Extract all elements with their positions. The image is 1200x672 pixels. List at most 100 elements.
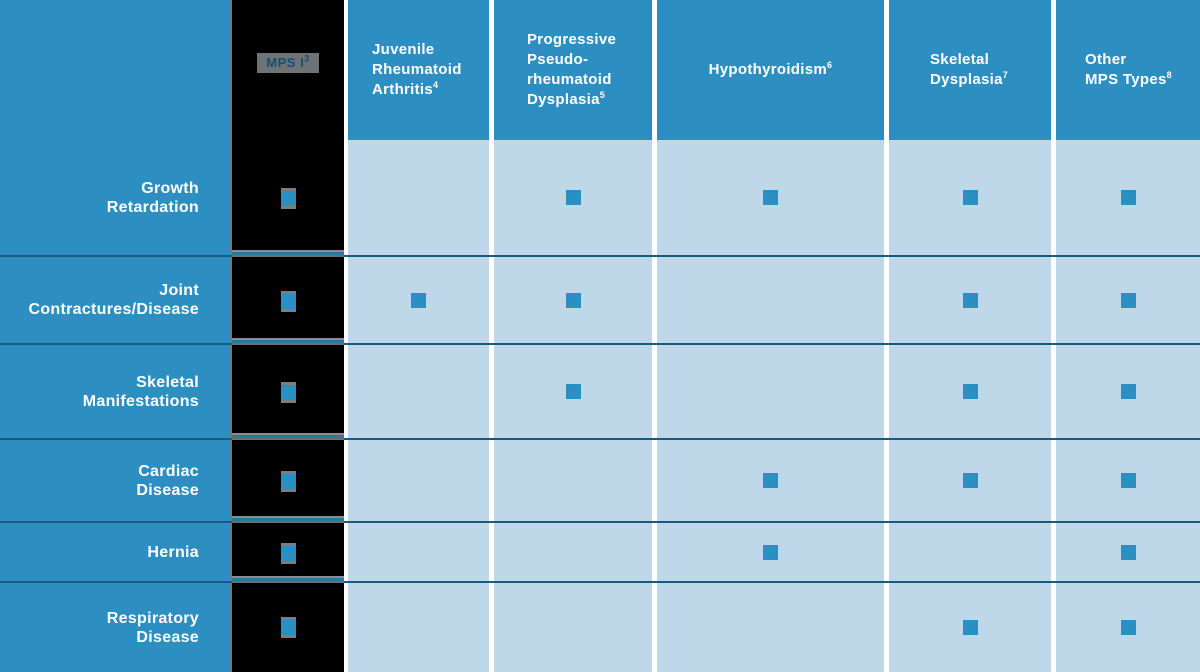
row-label-text-cardiac_disease: Cardiac Disease [0,462,199,500]
cell-cardiac_disease-skeletal_dysplasia [889,440,1051,523]
column-gap [652,0,657,140]
check-square-icon [280,474,296,489]
cell-cardiac_disease-hypothyroidism [657,440,884,523]
header-line-text: Progressive [527,31,617,48]
header-line: Progressive [527,30,652,50]
check-square-icon [1120,292,1136,308]
check-square-icon [1120,620,1136,635]
brand-chip: MPS I3 [257,53,319,73]
column-gap [884,140,889,257]
cell-respiratory_disease-other_mps [1056,583,1200,672]
row-label-line: Growth [0,179,199,198]
check-square-backing [280,290,296,312]
cell-joint_contractures_disease-mps_i [232,257,344,345]
column-header-text-skeletal_dysplasia: Skeletal Dysplasia7 [930,50,1051,90]
column-divider [229,440,232,523]
header-line: Hypothyroidism6 [657,60,884,80]
column-gap [344,345,348,440]
cell-growth_retardation-jra [348,140,489,257]
column-gap [1051,0,1056,140]
column-divider [229,140,232,257]
cell-skeletal_manifestations-other_mps [1056,345,1200,440]
cell-skeletal_manifestations-mps_i [232,345,344,440]
column-gap [489,0,494,140]
column-header-hypothyroidism: Hypothyroidism6 [657,0,884,140]
cell-cardiac_disease-ppd [494,440,652,523]
row-label-line: Disease [0,481,199,500]
column-gap [652,345,657,440]
header-line: Arthritis4 [372,80,489,100]
row-label-text-growth_retardation: Growth Retardation [0,179,199,217]
cell-hernia-ppd [494,523,652,583]
header-line: Rheumatoid [372,60,489,80]
row-label-skeletal_manifestations: Skeletal Manifestations [0,345,229,440]
column-gap [344,0,348,140]
header-line: Pseudo- [527,50,652,70]
column-gap [884,583,889,672]
cell-growth_retardation-mps_i [232,140,344,257]
row-label-hernia: Hernia [0,523,229,583]
header-line: MPS Types8 [1085,70,1200,90]
column-gap [652,583,657,672]
header-line-text: rheumatoid [527,71,612,88]
check-square-icon [565,190,581,205]
header-superscript: 4 [433,80,439,90]
column-header-jra: Juvenile Rheumatoid Arthritis4 [348,0,489,140]
check-square-icon [1120,544,1136,560]
cell-hernia-hypothyroidism [657,523,884,583]
column-divider [229,345,232,440]
check-square-backing [280,382,296,403]
row-label-line-text: Disease [136,481,199,499]
row-label-line-text: Joint [159,282,199,299]
column-gap [652,140,657,257]
column-header-skeletal_dysplasia: Skeletal Dysplasia7 [889,0,1051,140]
check-square-icon [962,292,978,308]
row-label-line: Retardation [0,198,199,217]
header-line: Juvenile [372,40,489,60]
header-line: Skeletal [930,50,1051,70]
row-label-line: Disease [0,628,199,647]
row-label-text-joint_contractures_disease: Joint Contractures/Disease [0,281,199,319]
cell-cardiac_disease-other_mps [1056,440,1200,523]
cell-skeletal_manifestations-hypothyroidism [657,345,884,440]
row-label-line-text: Growth [141,179,199,197]
check-square-icon [280,385,296,400]
row-label-joint_contractures_disease: Joint Contractures/Disease [0,257,229,345]
check-square-backing [280,471,296,492]
row-label-line-text: Manifestations [82,392,199,410]
column-gap [1051,140,1056,257]
column-gap [884,257,889,345]
row-label-line-text: Cardiac [138,462,199,480]
cell-respiratory_disease-skeletal_dysplasia [889,583,1051,672]
column-header-ppd: Progressive Pseudo-rheumatoid Dysplasia5 [494,0,652,140]
column-gap [489,440,494,523]
check-square-icon [763,190,778,205]
column-header-text-ppd: Progressive Pseudo-rheumatoid Dysplasia5 [527,30,652,110]
cell-hernia-mps_i [232,523,344,583]
cell-skeletal_manifestations-jra [348,345,489,440]
row-label-line-text: Retardation [106,198,199,216]
row-label-line: Manifestations [0,392,199,411]
column-divider [229,583,232,672]
cell-cardiac_disease-jra [348,440,489,523]
row-label-growth_retardation: Growth Retardation [0,140,229,257]
cell-growth_retardation-ppd [494,140,652,257]
check-square-icon [565,292,581,308]
check-square-backing [280,188,296,209]
cell-skeletal_manifestations-skeletal_dysplasia [889,345,1051,440]
row-label-line: Cardiac [0,462,199,481]
header-line: Dysplasia7 [930,70,1051,90]
header-line: Other [1085,50,1200,70]
cell-joint_contractures_disease-other_mps [1056,257,1200,345]
header-line-text: Dysplasia [527,91,600,108]
check-square-backing [280,617,296,638]
column-divider [229,523,232,583]
column-gap [344,523,348,583]
brand-column-row-separator [232,433,344,440]
brand-column-row-separator [232,516,344,523]
column-header-text-jra: Juvenile Rheumatoid Arthritis4 [372,40,489,100]
header-line-text: Rheumatoid [372,61,462,78]
column-header-other_mps: Other MPS Types8 [1056,0,1200,140]
cell-growth_retardation-other_mps [1056,140,1200,257]
